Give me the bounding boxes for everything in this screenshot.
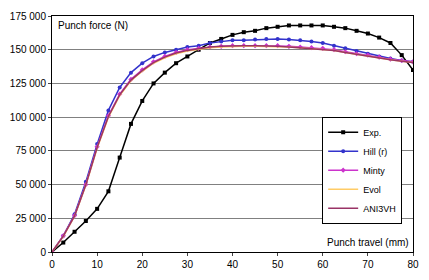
svg-text:0: 0 xyxy=(49,259,55,270)
svg-text:Minty: Minty xyxy=(363,166,385,176)
svg-text:Evol: Evol xyxy=(363,185,381,195)
svg-text:100 000: 100 000 xyxy=(10,112,47,123)
svg-text:ANI3VH: ANI3VH xyxy=(363,204,396,214)
svg-text:0: 0 xyxy=(40,247,46,258)
svg-text:20: 20 xyxy=(137,259,149,270)
svg-text:40: 40 xyxy=(227,259,239,270)
svg-text:125 000: 125 000 xyxy=(10,78,47,89)
svg-text:80: 80 xyxy=(407,259,419,270)
svg-text:Hill (r): Hill (r) xyxy=(363,147,387,157)
svg-text:Punch force (N): Punch force (N) xyxy=(58,20,128,31)
svg-text:75 000: 75 000 xyxy=(15,145,46,156)
svg-text:Punch travel (mm): Punch travel (mm) xyxy=(327,237,409,248)
svg-text:30: 30 xyxy=(182,259,194,270)
svg-text:Exp.: Exp. xyxy=(363,128,381,138)
svg-text:50: 50 xyxy=(272,259,284,270)
svg-text:25 000: 25 000 xyxy=(15,213,46,224)
svg-text:150 000: 150 000 xyxy=(10,44,47,55)
svg-text:10: 10 xyxy=(92,259,104,270)
svg-text:70: 70 xyxy=(362,259,374,270)
svg-text:175 000: 175 000 xyxy=(10,11,47,22)
svg-text:50 000: 50 000 xyxy=(15,179,46,190)
svg-text:60: 60 xyxy=(317,259,329,270)
